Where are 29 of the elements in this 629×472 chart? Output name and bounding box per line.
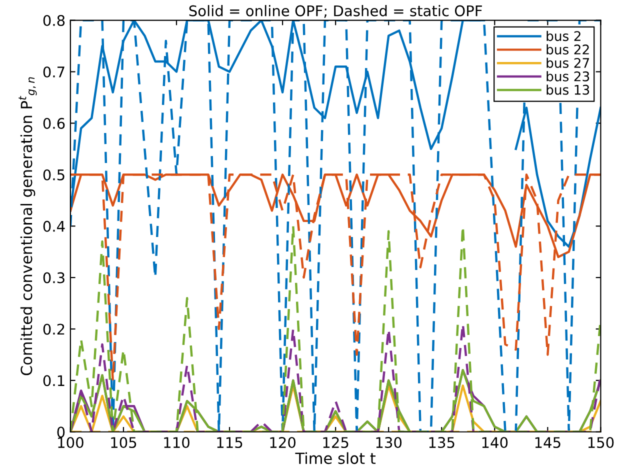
x-tick-label: 135 <box>429 437 454 448</box>
legend-label: bus 13 <box>546 84 590 95</box>
y-tick-label: 0 <box>57 426 65 438</box>
y-tick-label: 0.4 <box>43 220 65 232</box>
legend-label: bus 22 <box>546 44 589 54</box>
x-tick-label: 110 <box>164 437 190 448</box>
x-tick-label: 130 <box>376 437 402 448</box>
y-axis-title: Comitted conventional generation P$^{t}$$_{g,n}$ <box>18 77 37 376</box>
x-tick-label: 115 <box>217 437 242 448</box>
y-tick-label: 0.5 <box>43 169 64 180</box>
y-tick-label: 0.7 <box>43 66 64 78</box>
legend-label: bus 2 <box>546 30 580 42</box>
y-tick-label: 0.3 <box>43 272 64 284</box>
line-series <box>70 20 601 432</box>
y-tick-label: 0.2 <box>43 324 64 335</box>
x-tick-label: 100 <box>58 437 84 448</box>
x-tick-label: 140 <box>482 437 508 448</box>
x-tick-label: 105 <box>111 437 136 448</box>
x-tick-label: 120 <box>270 437 296 448</box>
legend-label: bus 27 <box>546 58 590 68</box>
y-tick-label: 0.1 <box>43 375 64 386</box>
y-tick-label: 0.8 <box>43 15 65 26</box>
legend-label: bus 23 <box>546 71 590 82</box>
x-tick-label: 145 <box>535 437 560 448</box>
x-tick-label: 150 <box>588 437 614 448</box>
chart-title: Solid = online OPF; Dashed = static OPF <box>189 5 482 18</box>
x-tick-label: 125 <box>323 437 348 448</box>
x-axis-title: Time slot t <box>295 452 376 464</box>
y-tick-label: 0.6 <box>43 118 65 129</box>
